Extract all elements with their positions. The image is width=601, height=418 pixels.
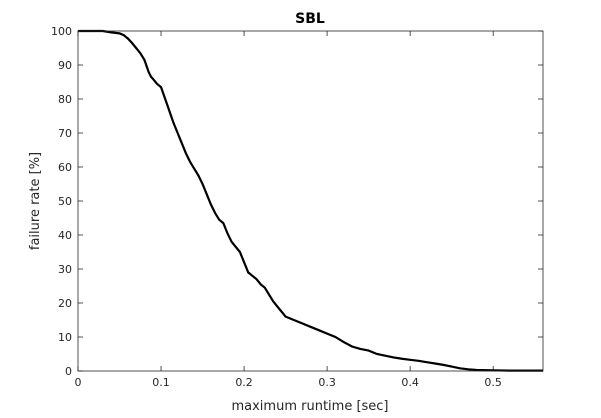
x-tick-label: 0.1 xyxy=(152,376,170,389)
y-tick-label: 40 xyxy=(58,229,72,242)
plot-box xyxy=(77,30,544,372)
failure-rate-line xyxy=(78,29,543,372)
x-axis-label: maximum runtime [sec] xyxy=(231,399,388,414)
y-tick-label: 30 xyxy=(58,263,72,276)
x-tick-label: 0.4 xyxy=(401,376,419,389)
y-tick-label: 100 xyxy=(51,25,72,38)
chart-title: SBL xyxy=(295,11,325,27)
x-tick-label: 0.3 xyxy=(318,376,336,389)
y-tick-label: 50 xyxy=(58,195,72,208)
y-tick-label: 0 xyxy=(65,365,72,378)
tick-labels: 0 0.1 0.2 0.3 0.4 0.5 0 10 20 30 40 50 60 70 80 90 100 xyxy=(51,25,502,389)
x-tick-label: 0 xyxy=(75,376,82,389)
x-tick-label: 0.5 xyxy=(484,376,502,389)
plot-background xyxy=(78,31,543,371)
y-tick-label: 10 xyxy=(58,331,72,344)
x-tick-label: 0.2 xyxy=(235,376,253,389)
y-axis-label: failure rate [%] xyxy=(28,152,43,250)
y-tick-label: 60 xyxy=(58,161,72,174)
y-tick-label: 20 xyxy=(58,297,72,310)
y-tick-label: 70 xyxy=(58,127,72,140)
y-tick-label: 90 xyxy=(58,59,72,72)
y-tick-label: 80 xyxy=(58,93,72,106)
